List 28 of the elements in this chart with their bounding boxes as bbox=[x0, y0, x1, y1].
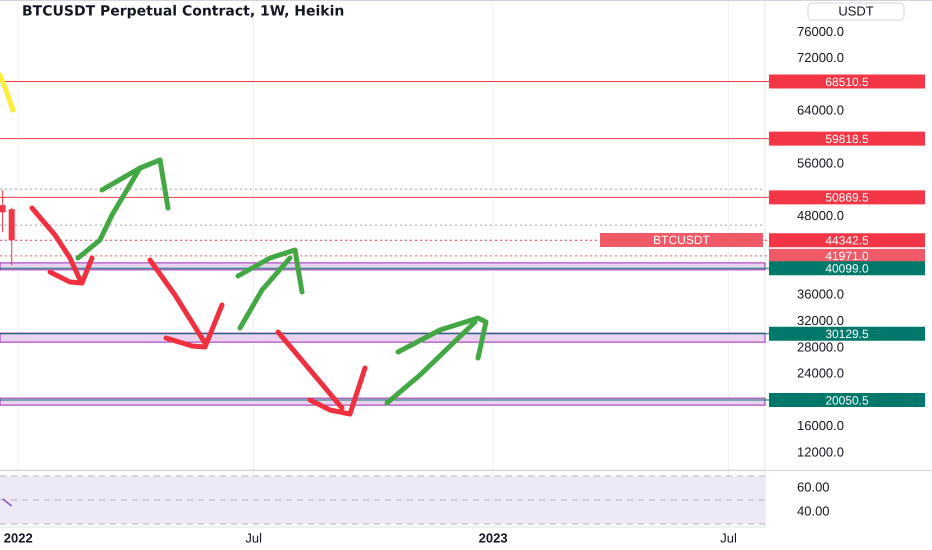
chart-title: BTCUSDT Perpetual Contract, 1W, Heikin bbox=[22, 4, 344, 20]
ref-line-label: 59818.5 bbox=[825, 132, 870, 146]
ref-line-label: 50869.5 bbox=[825, 190, 870, 205]
x-tick-label: 2022 bbox=[4, 530, 33, 546]
y-tick-label: 36000.0 bbox=[797, 286, 844, 302]
x-tick-label: Jul bbox=[720, 530, 737, 546]
y-tick-label: 56000.0 bbox=[797, 155, 844, 170]
ref-line-label: 40099.0 bbox=[825, 262, 870, 276]
ref-line-label: 44342.5 bbox=[825, 234, 870, 248]
ref-line-label: 68510.5 bbox=[825, 74, 870, 89]
y-tick-label: 12000.0 bbox=[797, 444, 844, 460]
price-tag: BTCUSDT bbox=[600, 233, 763, 248]
x-tick-label: 2023 bbox=[478, 530, 508, 546]
x-tick-label: Jul bbox=[245, 530, 262, 546]
y-tick-label: 72000.0 bbox=[797, 50, 844, 66]
y-tick-label: 76000.0 bbox=[797, 24, 844, 39]
y-tick-label: 16000.0 bbox=[797, 418, 844, 434]
y-tick-label: 64000.0 bbox=[797, 102, 844, 118]
y-tick-label: 60.00 bbox=[797, 480, 830, 495]
ref-line-label: 41971.0 bbox=[825, 249, 870, 264]
y-axis-title: USDT bbox=[838, 4, 874, 19]
y-tick-label: 24000.0 bbox=[797, 366, 844, 381]
ref-line-label: 30129.5 bbox=[825, 327, 870, 342]
y-tick-label: 32000.0 bbox=[797, 313, 844, 328]
y-tick-label: 28000.0 bbox=[797, 339, 844, 354]
y-tick-label: 48000.0 bbox=[797, 208, 844, 223]
ref-line-label: 20050.5 bbox=[825, 393, 870, 408]
y-tick-label: 40.00 bbox=[797, 504, 830, 519]
